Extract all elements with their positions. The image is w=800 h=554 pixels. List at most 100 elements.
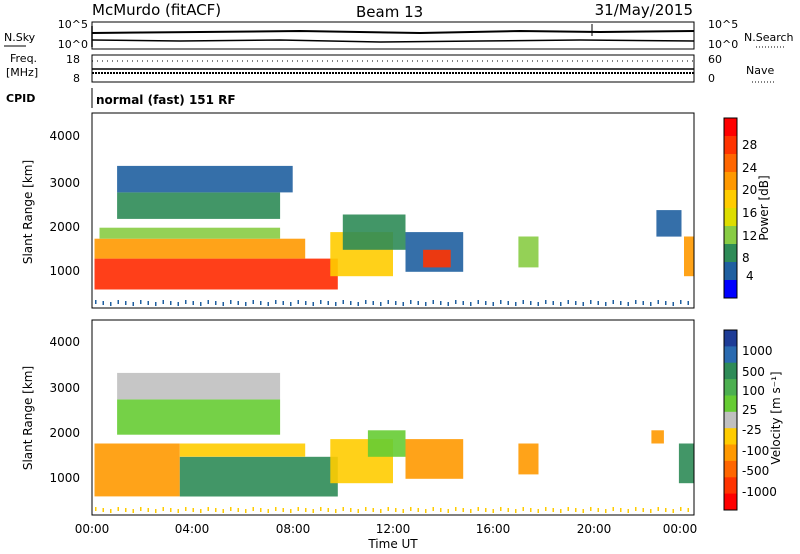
velocity-patch-10 — [678, 443, 694, 484]
power-clutter-mark — [657, 300, 659, 304]
velocity-clutter-mark — [485, 508, 487, 512]
cpid-label: CPID — [6, 92, 35, 105]
velocity-clutter-mark — [590, 507, 592, 511]
velocity-clutter-mark — [245, 509, 247, 513]
velocity-clutter-mark — [567, 507, 569, 511]
velocity-clutter-mark — [440, 508, 442, 512]
velocity-ytick-3000: 3000 — [49, 381, 80, 395]
power-clutter-mark — [492, 302, 494, 306]
power-cbar-tick-12: 12 — [742, 229, 757, 243]
power-clutter-mark — [320, 300, 322, 304]
velocity-clutter-mark — [522, 507, 524, 511]
velocity-cbar-tick-100: 100 — [742, 384, 765, 398]
velocity-cbar-tick-neg500: -500 — [742, 464, 769, 478]
power-ylabel: Slant Range [km] — [21, 160, 35, 264]
velocity-ylabel: Slant Range [km] — [21, 366, 35, 470]
power-clutter-mark — [192, 301, 194, 305]
power-patch-0 — [94, 258, 338, 290]
power-clutter-mark — [200, 302, 202, 306]
nsearch-tick-bottom: 10^0 — [708, 38, 738, 51]
power-clutter-mark — [290, 302, 292, 306]
velocity-ytick-1000: 1000 — [49, 471, 80, 485]
velocity-clutter-mark — [387, 507, 389, 511]
power-colorbar-block — [724, 154, 737, 173]
power-clutter-mark — [365, 300, 367, 304]
velocity-clutter-mark — [170, 508, 172, 512]
power-patch-2 — [99, 227, 281, 239]
velocity-clutter-mark — [515, 509, 517, 513]
velocity-clutter-mark — [477, 507, 479, 511]
power-clutter-mark — [282, 301, 284, 305]
power-clutter-mark — [207, 300, 209, 304]
power-clutter-mark — [627, 302, 629, 306]
power-clutter-mark — [177, 302, 179, 306]
power-clutter-mark — [170, 301, 172, 305]
nsearch-label: N.Search — [744, 31, 794, 44]
power-clutter-mark — [357, 302, 359, 306]
power-clutter-mark — [582, 302, 584, 306]
velocity-patch-2 — [179, 443, 306, 457]
xtick-2000: 20:00 — [577, 522, 612, 536]
velocity-patch-9 — [651, 430, 664, 444]
velocity-patch-6 — [367, 430, 406, 457]
velocity-clutter-mark — [575, 508, 577, 512]
velocity-clutter-mark — [215, 508, 217, 512]
power-patch-4 — [117, 165, 293, 193]
velocity-clutter-mark — [530, 508, 532, 512]
power-clutter-mark — [95, 300, 97, 304]
beam-title: Beam 13 — [356, 3, 423, 21]
power-colorbar-block — [724, 280, 737, 299]
nsky-tick-bottom: 10^0 — [58, 38, 88, 51]
velocity-colorbar-blocks — [724, 330, 737, 511]
velocity-clutter-mark — [140, 507, 142, 511]
power-clutter-mark — [395, 301, 397, 305]
velocity-cbar-tick-neg100: -100 — [742, 444, 769, 458]
velocity-clutter-mark — [252, 507, 254, 511]
power-patch-9 — [518, 236, 539, 268]
xtick-0400: 04:00 — [175, 522, 210, 536]
power-cbar-tick-20: 20 — [742, 183, 757, 197]
velocity-clutter-mark — [455, 507, 457, 511]
power-clutter-mark — [147, 301, 149, 305]
velocity-clutter-mark — [125, 508, 127, 512]
velocity-clutter-mark — [552, 508, 554, 512]
velocity-clutter-mark — [687, 508, 689, 512]
velocity-clutter-mark — [650, 509, 652, 513]
power-cbar-tick-8: 8 — [742, 251, 750, 265]
power-clutter-mark — [230, 300, 232, 304]
velocity-clutter-mark — [200, 509, 202, 513]
velocity-clutter-mark — [507, 508, 509, 512]
velocity-clutter-mark — [237, 508, 239, 512]
power-colorbar-blocks — [724, 118, 737, 299]
power-clutter-mark — [410, 300, 412, 304]
power-clutter-mark — [522, 300, 524, 304]
xlabel: Time UT — [367, 537, 418, 551]
power-clutter-mark — [590, 300, 592, 304]
power-clutter-mark — [102, 301, 104, 305]
velocity-clutter-mark — [432, 507, 434, 511]
velocity-clutter-mark — [327, 508, 329, 512]
velocity-patch-3 — [117, 399, 281, 435]
velocity-clutter-mark — [372, 508, 374, 512]
velocity-clutter-mark — [680, 507, 682, 511]
velocity-clutter-mark — [110, 509, 112, 513]
power-clutter-mark — [215, 301, 217, 305]
velocity-clutter-mark — [402, 509, 404, 513]
power-clutter-mark — [440, 301, 442, 305]
power-clutter-mark — [140, 300, 142, 304]
velocity-clutter-mark — [500, 507, 502, 511]
power-clutter-mark — [267, 302, 269, 306]
velocity-clutter-mark — [410, 507, 412, 511]
velocity-colorbar-block — [724, 395, 737, 413]
velocity-colorbar-block — [724, 411, 737, 429]
power-clutter-mark — [680, 300, 682, 304]
power-clutter-mark — [567, 300, 569, 304]
velocity-colorbar: 1000 500 100 25 -25 -100 -500 -1000 Velo… — [723, 329, 783, 511]
power-clutter-mark — [650, 302, 652, 306]
nsearch-tick-top: 10^5 — [708, 18, 738, 31]
velocity-clutter-mark — [665, 508, 667, 512]
velocity-clutter-mark — [185, 507, 187, 511]
velocity-clutter-mark — [612, 507, 614, 511]
velocity-clutter-mark — [672, 509, 674, 513]
velocity-ytick-2000: 2000 — [49, 426, 80, 440]
